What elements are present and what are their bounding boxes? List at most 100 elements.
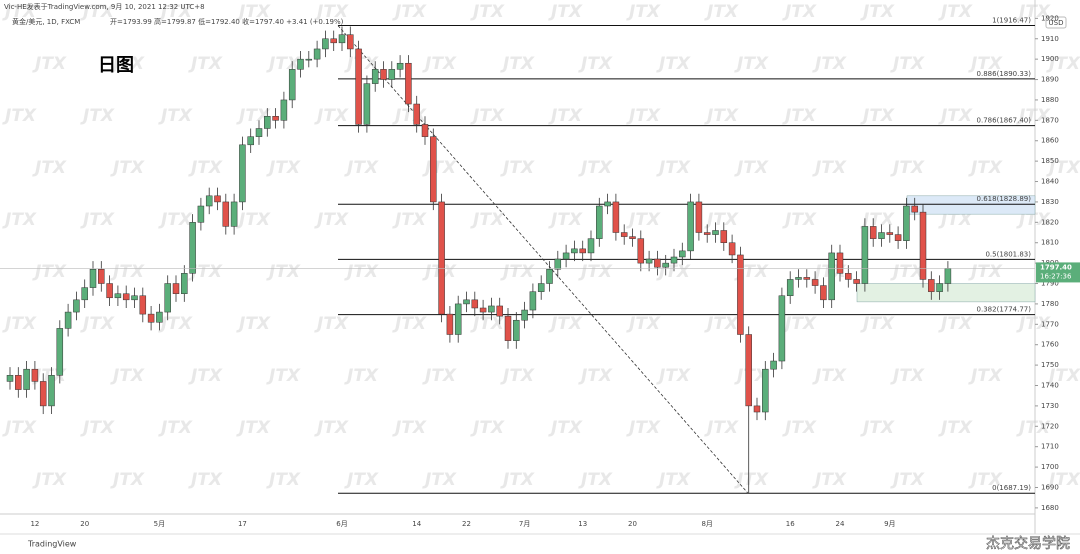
candle-body (181, 273, 188, 294)
candle-body (836, 252, 844, 274)
watermark: JTX (2, 418, 37, 438)
y-tick-label: 1910 (1041, 35, 1059, 43)
candle-body (338, 34, 346, 44)
watermark: JTX (110, 54, 145, 74)
watermark: JTX (422, 470, 457, 490)
watermark: JTX (968, 470, 1003, 490)
zone (856, 283, 1036, 303)
watermark: JTX (80, 418, 115, 438)
watermark: JTX (158, 314, 193, 334)
candle-body (778, 295, 786, 362)
candle-body (803, 277, 811, 280)
watermark: JTX (782, 210, 817, 230)
candle-body (928, 279, 935, 292)
candle-body (131, 295, 138, 301)
watermark: JTX (158, 2, 193, 22)
x-tick-label: 20 (628, 520, 637, 528)
candle-body (139, 295, 147, 315)
candle-body (513, 319, 520, 341)
watermark: JTX (392, 314, 427, 334)
y-tick-label: 1790 (1041, 280, 1059, 288)
candle-body (479, 307, 487, 313)
watermark: JTX (80, 314, 115, 334)
fib-label: 0.382(1774.77) (977, 306, 1032, 314)
watermark: JTX (80, 210, 115, 230)
watermark: JTX (578, 262, 613, 282)
y-tick-label: 1730 (1041, 402, 1059, 410)
watermark: JTX (188, 54, 223, 74)
watermark: JTX (1016, 210, 1051, 230)
watermark: JTX (236, 2, 271, 22)
watermark: JTX (500, 470, 535, 490)
candle-body (488, 305, 495, 313)
candle-body (230, 201, 238, 227)
watermark: JTX (782, 106, 817, 126)
candle-body (604, 201, 611, 207)
watermark: JTX (422, 54, 457, 74)
watermark: JTX (548, 2, 583, 22)
watermark: JTX (626, 2, 661, 22)
watermark: JTX (860, 106, 895, 126)
x-tick-label: 13 (578, 520, 587, 528)
watermark: JTX (860, 314, 895, 334)
y-tick-label: 1720 (1041, 422, 1059, 430)
candle-body (438, 201, 445, 315)
watermark: JTX (734, 158, 769, 178)
candle-body (239, 144, 246, 203)
y-tick-label: 1690 (1041, 483, 1059, 491)
candle-body (645, 258, 653, 264)
footer: TradingView (27, 540, 77, 549)
watermark: JTX (32, 470, 67, 490)
y-tick-label: 1740 (1041, 382, 1059, 390)
watermark: JTX (236, 314, 271, 334)
zone (906, 195, 1036, 215)
candle-body (728, 242, 736, 256)
candle-body (64, 311, 72, 329)
x-tick-label: 6月 (336, 520, 347, 528)
candle-body (894, 234, 902, 241)
candle-body (670, 256, 678, 264)
watermark: JTX (938, 418, 973, 438)
watermark: JTX (314, 106, 349, 126)
candle-body (571, 248, 578, 254)
watermark: JTX (110, 262, 145, 282)
watermark: JTX (890, 470, 925, 490)
watermark: JTX (266, 54, 301, 74)
candle-body (164, 283, 171, 313)
candle-body (903, 205, 910, 241)
watermark: JTX (314, 418, 349, 438)
watermark: JTX (656, 158, 691, 178)
watermark: JTX (968, 262, 1003, 282)
watermark: JTX (578, 158, 613, 178)
watermark: JTX (110, 158, 145, 178)
watermark: JTX (704, 106, 739, 126)
candle-body (313, 48, 321, 60)
watermark: JTX (236, 210, 271, 230)
candle-body (886, 232, 894, 235)
chart-title: 日图 (98, 55, 134, 76)
y-tick-label: 1760 (1041, 341, 1059, 349)
candle-body (911, 205, 918, 213)
watermark: JTX (422, 158, 457, 178)
candle-body (388, 69, 396, 80)
y-tick-label: 1750 (1041, 361, 1059, 369)
watermark: JTX (500, 262, 535, 282)
watermark: JTX (2, 2, 37, 22)
candle-body (114, 293, 122, 299)
candle-body (463, 299, 470, 305)
watermark: JTX (578, 54, 613, 74)
watermark: JTX (470, 2, 505, 22)
watermark: JTX (236, 106, 271, 126)
x-tick-label: 22 (462, 520, 471, 528)
trend-line (337, 25, 749, 494)
candle-body (363, 83, 371, 125)
candle-body (156, 311, 163, 323)
candle-body (579, 248, 586, 254)
watermark: JTX (734, 470, 769, 490)
candle-body (405, 62, 412, 105)
y-tick-label: 1810 (1041, 239, 1059, 247)
candle-body (795, 277, 802, 280)
y-tick-label: 1900 (1041, 55, 1059, 63)
candle-body (620, 232, 628, 237)
watermark: JTX (266, 366, 301, 386)
